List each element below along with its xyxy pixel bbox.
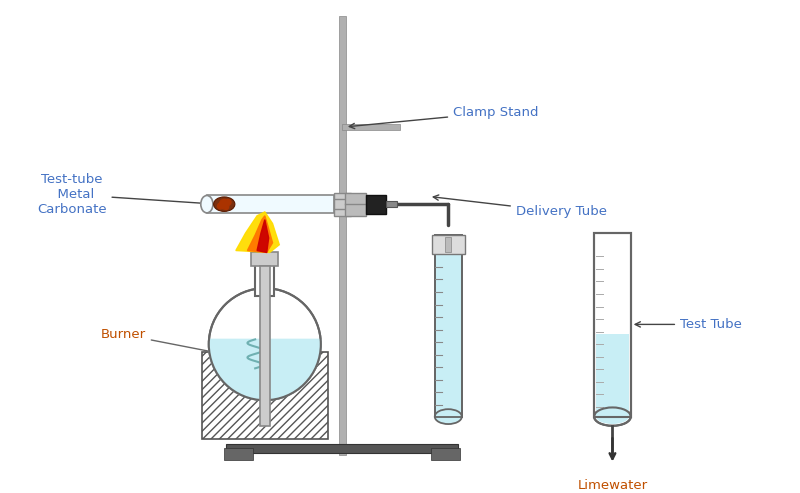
Circle shape <box>218 203 223 209</box>
Bar <box>434 235 462 417</box>
Circle shape <box>209 288 321 400</box>
Bar <box>434 235 462 417</box>
Ellipse shape <box>201 196 213 213</box>
Bar <box>594 233 630 417</box>
Text: Clamp Stand: Clamp Stand <box>350 106 538 129</box>
Ellipse shape <box>434 409 462 424</box>
Text: Burner: Burner <box>101 328 243 359</box>
Bar <box>334 199 352 209</box>
Bar <box>334 193 350 216</box>
Bar <box>224 449 254 460</box>
Ellipse shape <box>596 409 629 424</box>
Bar <box>594 233 630 417</box>
Bar <box>386 201 397 207</box>
Polygon shape <box>257 219 269 252</box>
Circle shape <box>219 199 229 209</box>
Circle shape <box>224 205 229 210</box>
Bar <box>446 237 451 252</box>
Bar <box>255 261 274 296</box>
Text: Test-tube
  Metal
Carbonate: Test-tube Metal Carbonate <box>37 173 212 216</box>
Bar <box>251 252 278 266</box>
Bar <box>366 195 386 214</box>
Polygon shape <box>247 216 273 252</box>
Bar <box>339 16 346 455</box>
Ellipse shape <box>594 407 630 426</box>
Text: Delivery Tube: Delivery Tube <box>434 195 607 218</box>
Text: Test Tube: Test Tube <box>635 318 742 331</box>
Polygon shape <box>236 212 279 252</box>
Bar <box>202 352 327 439</box>
Polygon shape <box>209 339 321 400</box>
Text: Limewater: Limewater <box>578 479 647 492</box>
Bar <box>345 193 366 216</box>
Bar <box>207 196 334 213</box>
Bar <box>431 449 460 460</box>
Bar <box>342 124 400 130</box>
Bar <box>226 444 458 454</box>
Bar <box>260 266 270 426</box>
Ellipse shape <box>214 197 235 211</box>
Circle shape <box>226 199 231 205</box>
Bar <box>432 235 465 254</box>
Bar <box>596 334 629 417</box>
